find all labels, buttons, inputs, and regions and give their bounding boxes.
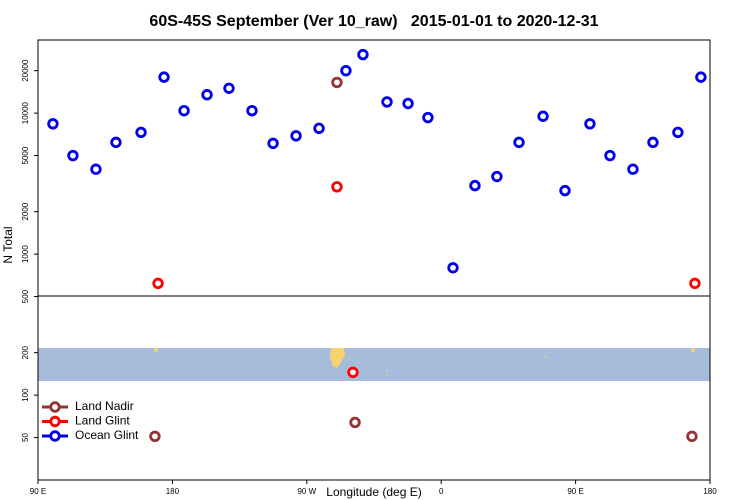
y-tick-label: 20000 bbox=[21, 59, 30, 82]
point bbox=[149, 430, 161, 443]
legend-marker bbox=[49, 415, 61, 428]
y-tick-label: 200 bbox=[21, 345, 30, 359]
point bbox=[357, 48, 369, 61]
legend-label: Ocean Glint bbox=[75, 428, 139, 442]
legend-marker bbox=[49, 401, 61, 413]
x-tick-label: 90 W bbox=[297, 487, 316, 496]
point bbox=[604, 149, 616, 162]
y-tick-label: 1000 bbox=[21, 245, 30, 263]
point bbox=[381, 96, 393, 108]
point bbox=[647, 136, 659, 149]
point bbox=[347, 366, 359, 379]
y-axis-label: N Total bbox=[1, 226, 15, 263]
point bbox=[110, 136, 122, 149]
point bbox=[246, 105, 258, 117]
point bbox=[627, 163, 639, 175]
y-tick-label: 2000 bbox=[21, 202, 30, 220]
point bbox=[135, 126, 147, 139]
point bbox=[67, 149, 79, 162]
y-tick-label: 5000 bbox=[21, 146, 30, 164]
point bbox=[201, 89, 213, 101]
point bbox=[152, 277, 164, 290]
point bbox=[584, 118, 596, 130]
x-tick-label: 0 bbox=[439, 487, 444, 496]
point bbox=[313, 122, 325, 135]
point bbox=[331, 76, 343, 89]
point bbox=[158, 71, 170, 83]
map-band bbox=[38, 348, 710, 381]
y-tick-label: 500 bbox=[21, 289, 30, 303]
point bbox=[90, 163, 102, 175]
legend-label: Land Nadir bbox=[75, 399, 134, 413]
point bbox=[491, 170, 503, 183]
point bbox=[290, 130, 302, 142]
plot-frame bbox=[37, 39, 711, 481]
x-tick-label: 180 bbox=[703, 487, 717, 496]
point bbox=[331, 181, 343, 193]
point bbox=[422, 111, 434, 124]
point bbox=[537, 110, 549, 122]
point bbox=[223, 82, 235, 94]
legend-marker bbox=[49, 430, 61, 442]
chart-title: 60S-45S September (Ver 10_raw) 2015-01-0… bbox=[149, 13, 598, 30]
point bbox=[349, 416, 361, 429]
x-axis-label: Longitude (deg E) bbox=[326, 485, 421, 499]
point bbox=[267, 137, 279, 150]
point bbox=[689, 277, 701, 290]
point bbox=[672, 126, 684, 139]
point bbox=[340, 64, 352, 77]
point bbox=[686, 430, 698, 443]
y-tick-label: 10000 bbox=[21, 101, 30, 124]
x-tick-label: 90 E bbox=[567, 487, 583, 496]
point bbox=[559, 184, 571, 197]
point bbox=[447, 262, 459, 274]
point bbox=[469, 179, 481, 192]
x-tick-label: 180 bbox=[166, 487, 180, 496]
point bbox=[513, 136, 525, 149]
point bbox=[178, 105, 190, 117]
y-tick-label: 100 bbox=[21, 388, 30, 402]
y-tick-label: 50 bbox=[21, 433, 30, 442]
point bbox=[402, 97, 414, 110]
point bbox=[695, 71, 707, 83]
legend-label: Land Glint bbox=[75, 414, 130, 428]
x-tick-label: 90 E bbox=[30, 487, 46, 496]
point bbox=[47, 118, 59, 130]
